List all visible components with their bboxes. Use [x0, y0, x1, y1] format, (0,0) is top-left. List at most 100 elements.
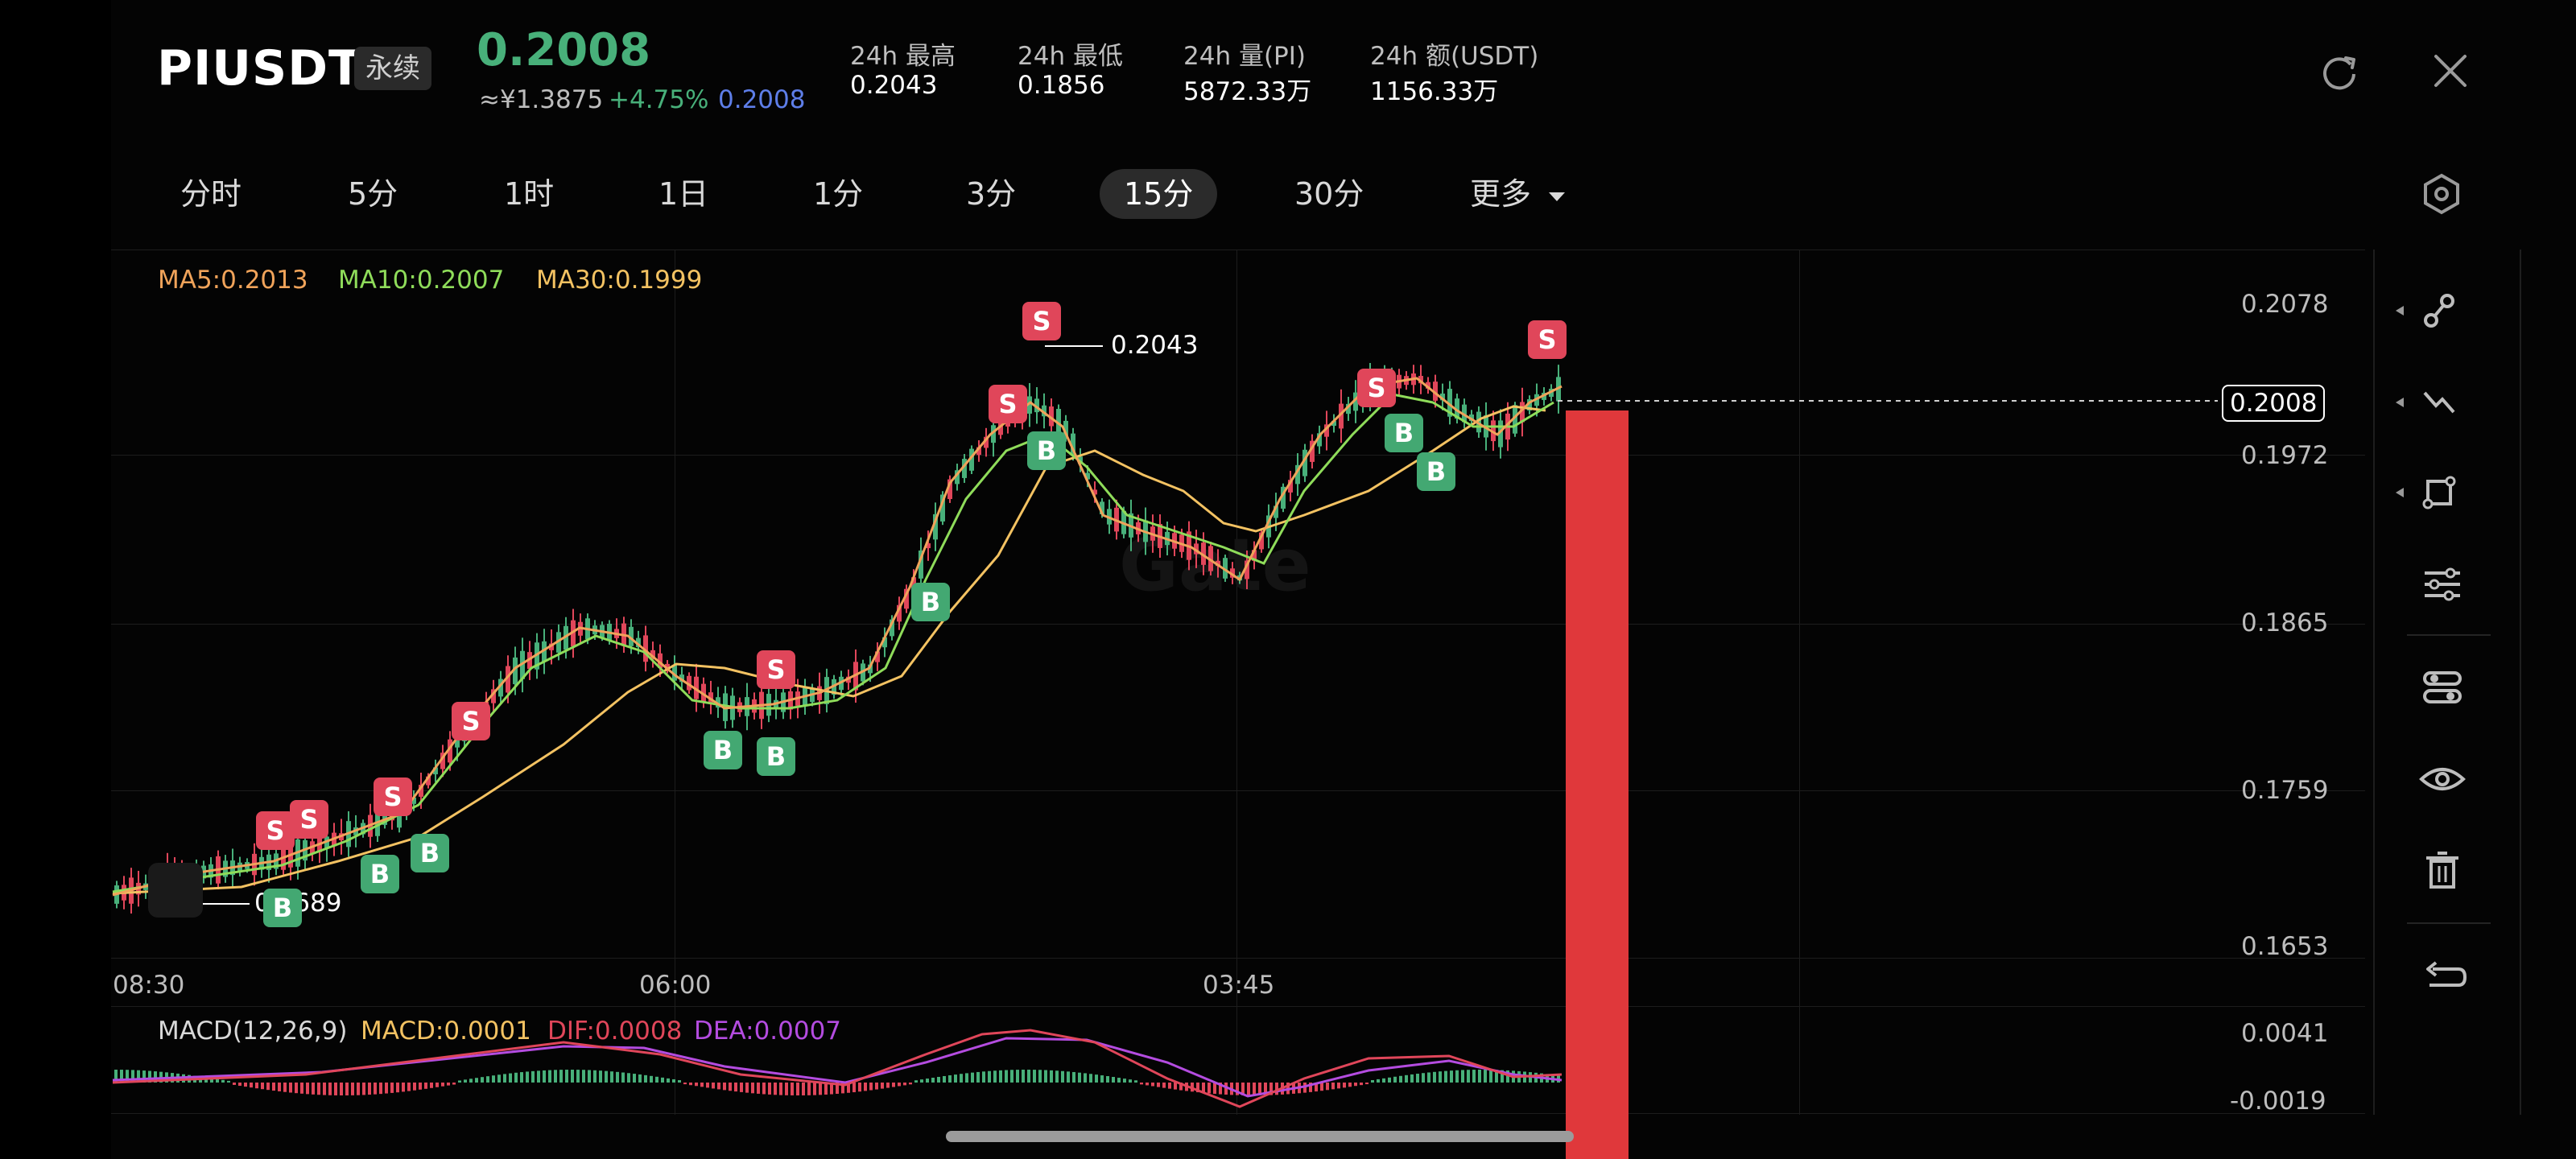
horizontal-scrollbar[interactable]: [946, 1131, 1574, 1142]
candle-body: [1462, 404, 1467, 423]
candle-body: [1476, 411, 1481, 433]
candle-body: [650, 650, 655, 659]
macd-bar: [481, 1077, 484, 1083]
ma30-line: [112, 405, 1546, 895]
macd-bar: [334, 1083, 337, 1095]
buy-signal-marker[interactable]: B: [757, 737, 795, 776]
macd-bar: [571, 1070, 574, 1083]
candle-body: [890, 619, 894, 637]
sell-signal-marker[interactable]: S: [757, 650, 795, 689]
sell-signal-marker[interactable]: S: [374, 777, 412, 816]
tab-timeframe-1d[interactable]: 1日: [658, 176, 709, 212]
macd-bar: [1146, 1083, 1149, 1086]
macd-bar: [300, 1083, 303, 1094]
macd-bar: [841, 1083, 844, 1094]
time-tick: 03:45: [1203, 971, 1275, 1000]
buy-signal-marker[interactable]: B: [704, 731, 742, 769]
trend-line-icon[interactable]: [2392, 288, 2467, 333]
macd-bar: [1106, 1076, 1109, 1083]
macd-bar: [1117, 1078, 1121, 1083]
macd-bar: [875, 1083, 878, 1090]
dea-value: DEA:0.0007: [694, 1017, 842, 1046]
buy-signal-marker[interactable]: B: [1417, 452, 1455, 491]
candle-body: [1216, 560, 1220, 567]
candle-body: [1252, 550, 1257, 561]
macd-bar: [1450, 1070, 1453, 1083]
sell-signal-marker[interactable]: S: [1357, 369, 1396, 407]
tab-timeframe-more[interactable]: 更多: [1470, 169, 1567, 219]
tab-timeframe-3m[interactable]: 3分: [966, 176, 1017, 212]
shape-icon[interactable]: [2392, 470, 2467, 515]
sell-signal-marker[interactable]: S: [452, 702, 490, 740]
buy-signal-marker[interactable]: B: [911, 583, 950, 621]
macd-bar: [898, 1083, 901, 1087]
tab-timeframe-1m[interactable]: 1分: [813, 176, 864, 212]
tab-timeframe-5m[interactable]: 5分: [348, 176, 398, 212]
undo-icon[interactable]: [2409, 953, 2483, 998]
symbol-title[interactable]: PIUSDT: [157, 40, 362, 97]
macd-bar: [712, 1083, 715, 1089]
macd-bar: [1044, 1070, 1047, 1083]
tab-timeframe-line[interactable]: 分时: [180, 176, 242, 212]
sell-signal-marker[interactable]: S: [290, 800, 328, 839]
macd-bar: [531, 1070, 535, 1083]
macd-bar: [396, 1083, 399, 1093]
grid-line: [111, 624, 2365, 625]
macd-bar: [1072, 1071, 1075, 1083]
candle-body: [1324, 424, 1329, 437]
settings-sliders-icon[interactable]: [2409, 562, 2483, 607]
candle-body: [926, 542, 931, 549]
macd-bar: [576, 1070, 580, 1083]
chart-settings-icon[interactable]: [2418, 171, 2465, 217]
drawing-toolbar: [2373, 250, 2521, 1115]
eye-icon[interactable]: [2409, 757, 2483, 802]
candle-body: [658, 653, 663, 668]
grid-line: [111, 790, 2365, 791]
candle-body: [1230, 568, 1235, 578]
macd-bar: [1264, 1083, 1267, 1095]
macd-bar: [1162, 1083, 1166, 1088]
drawing-anchor-handle[interactable]: [148, 863, 203, 918]
macd-bar: [1416, 1074, 1419, 1083]
trash-icon[interactable]: [2409, 848, 2483, 893]
macd-bar: [250, 1083, 253, 1088]
macd-bar: [221, 1079, 225, 1083]
macd-bar: [988, 1070, 991, 1083]
macd-bar: [1033, 1070, 1036, 1083]
sell-signal-marker[interactable]: S: [1528, 320, 1567, 359]
macd-bar: [926, 1079, 929, 1083]
macd-bar: [1140, 1083, 1143, 1085]
buy-signal-marker[interactable]: B: [263, 889, 302, 927]
sell-signal-marker[interactable]: S: [989, 385, 1027, 423]
tab-timeframe-30m[interactable]: 30分: [1294, 176, 1364, 212]
macd-bar: [266, 1083, 270, 1091]
buy-signal-marker[interactable]: B: [1385, 414, 1423, 452]
layers-toggle-icon[interactable]: [2409, 665, 2483, 710]
buy-signal-marker[interactable]: B: [361, 855, 399, 893]
sell-signal-marker[interactable]: S: [256, 811, 295, 850]
macd-bar: [142, 1070, 146, 1083]
macd-bar: [548, 1070, 551, 1083]
candle-body: [1201, 542, 1206, 565]
macd-bar: [672, 1079, 675, 1083]
rotate-icon[interactable]: [2317, 48, 2362, 93]
macd-bar: [402, 1083, 405, 1092]
multi-line-icon[interactable]: [2392, 380, 2467, 425]
sell-signal-marker[interactable]: S: [1022, 302, 1061, 340]
candle-body: [1302, 449, 1307, 476]
close-icon[interactable]: [2428, 48, 2473, 93]
candle-body: [919, 550, 923, 579]
tab-timeframe-15m[interactable]: 15分: [1100, 169, 1218, 219]
macd-bar: [1495, 1070, 1498, 1083]
tab-timeframe-1h[interactable]: 1时: [504, 176, 555, 212]
macd-bar: [644, 1074, 647, 1083]
candle-body: [1339, 403, 1344, 429]
buy-signal-marker[interactable]: B: [411, 834, 449, 872]
buy-signal-marker[interactable]: B: [1027, 431, 1066, 470]
grid-line: [111, 455, 2365, 456]
macd-bar: [864, 1083, 867, 1091]
candle-body: [701, 683, 706, 702]
candle-body: [1223, 558, 1228, 579]
macd-bar: [216, 1079, 219, 1083]
